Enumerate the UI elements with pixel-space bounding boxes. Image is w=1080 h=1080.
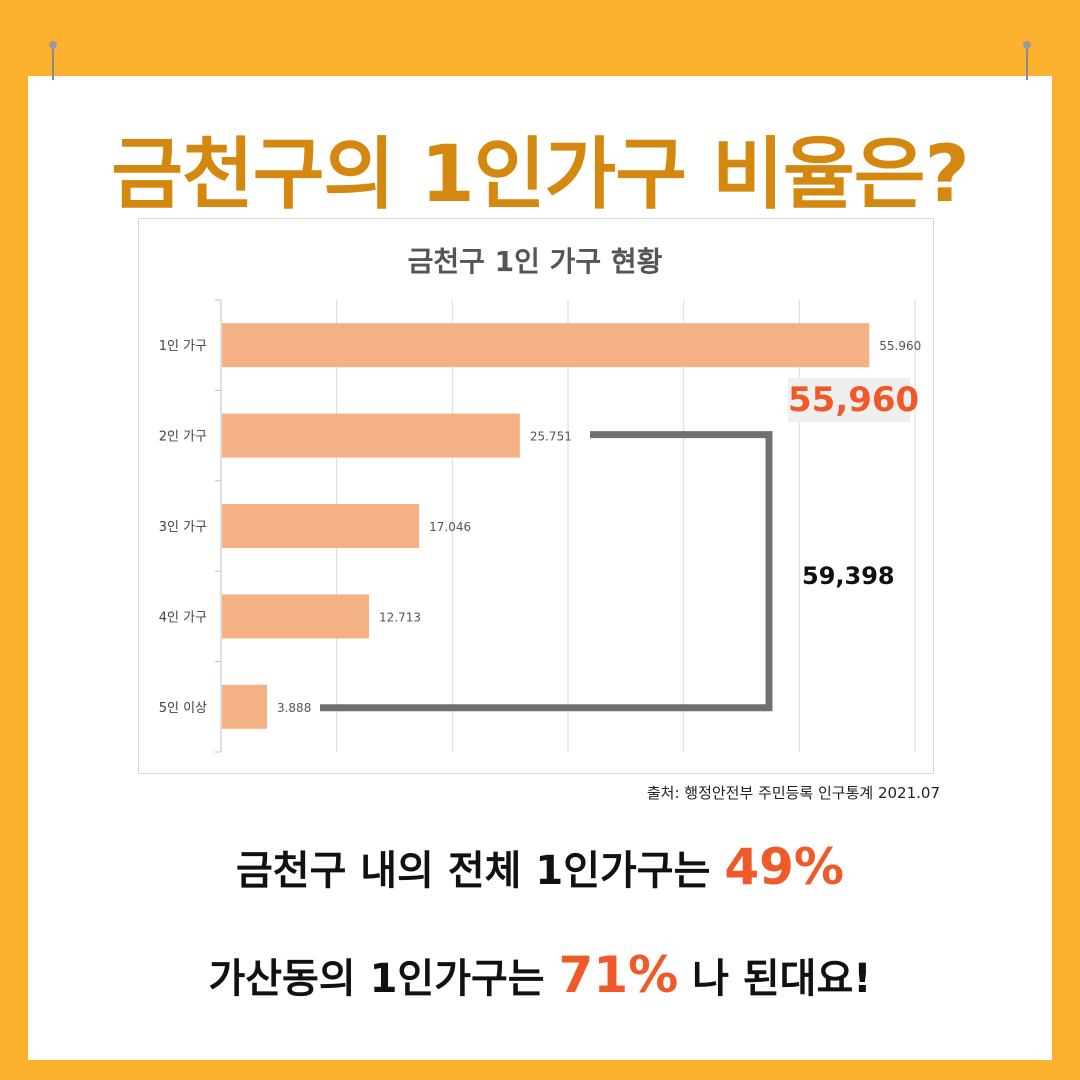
category-label: 3인 가구	[159, 520, 207, 535]
summary-line-2-before: 가산동의 1인가구는	[208, 956, 559, 1002]
summary-line-2-after: 나 된대요!	[678, 956, 872, 1002]
chart-title: 금천구 1인 가구 현황	[407, 245, 663, 278]
bar	[222, 504, 420, 548]
category-label: 5인 이상	[159, 701, 207, 716]
summary-line-1: 금천구 내의 전체 1인가구는 49%	[0, 838, 1080, 896]
bar	[222, 413, 520, 458]
summary-line-1-text: 금천구 내의 전체 1인가구는	[235, 848, 725, 894]
category-label: 4인 가구	[159, 610, 207, 625]
bar	[222, 684, 267, 729]
summary-line-2: 가산동의 1인가구는 71% 나 된대요!	[0, 946, 1080, 1004]
category-label: 2인 가구	[159, 430, 207, 445]
data-label: 12.713	[379, 610, 421, 624]
category-label: 1인 가구	[159, 339, 207, 354]
pin-icon	[49, 41, 57, 80]
data-label: 3.888	[277, 701, 311, 715]
bar	[222, 323, 870, 368]
bracket-sum-label: 59,398	[802, 562, 895, 590]
data-label: 17.046	[429, 520, 471, 534]
summary-line-2-percent: 71%	[558, 946, 679, 1004]
callout-1person-total: 55,960	[788, 378, 920, 422]
data-label: 55.960	[879, 339, 921, 353]
source-note: 출처: 행정안전부 주민등록 인구통계 2021.07	[646, 784, 940, 802]
page-title: 금천구의 1인가구 비율은?	[111, 130, 969, 220]
summary-line-1-percent: 49%	[724, 838, 845, 896]
pin-icon	[1023, 41, 1031, 80]
chart-frame	[138, 218, 934, 774]
bar	[222, 594, 370, 639]
data-label: 25.751	[530, 430, 572, 444]
bracket-line	[320, 431, 773, 712]
